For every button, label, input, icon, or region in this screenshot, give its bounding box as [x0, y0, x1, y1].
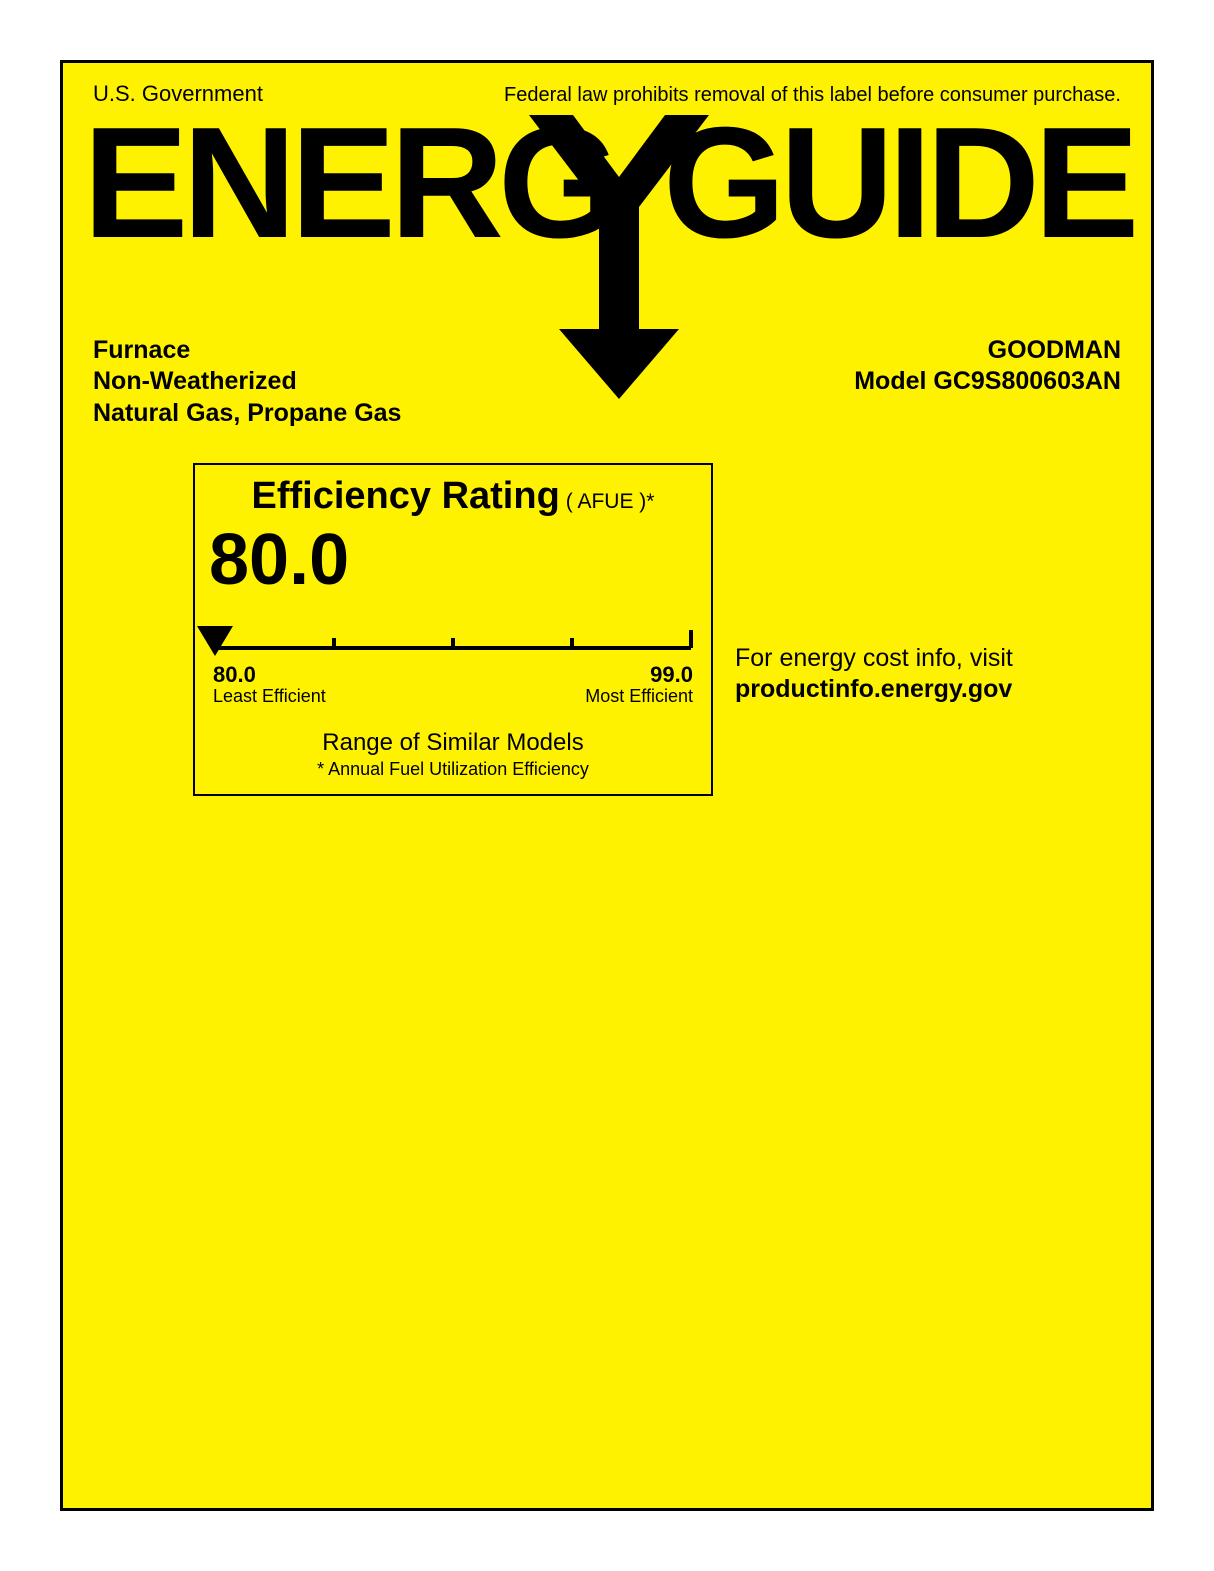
energy-guide-label: U.S. Government Federal law prohibits re… [60, 60, 1154, 1511]
afue-footnote: * Annual Fuel Utilization Efficiency [213, 759, 693, 780]
energy-cost-info: For energy cost info, visit productinfo.… [735, 643, 1013, 706]
law-text: Federal law prohibits removal of this la… [504, 84, 1121, 107]
scale-max-desc: Most Efficient [585, 686, 693, 707]
svg-text:GUIDE: GUIDE [663, 107, 1134, 271]
rating-title-row: Efficiency Rating ( AFUE )* [213, 475, 693, 518]
scale-max-value: 99.0 [650, 662, 693, 688]
efficiency-rating-box: Efficiency Rating ( AFUE )* 80.0 80.0 99… [193, 463, 713, 796]
rating-title: Efficiency Rating [252, 475, 560, 518]
rating-value: 80.0 [209, 524, 693, 596]
gov-text: U.S. Government [93, 81, 263, 107]
scale-min-value: 80.0 [213, 662, 256, 688]
energyguide-logo: ENERG GUIDE [93, 111, 1121, 341]
rating-subtitle: ( AFUE )* [566, 490, 655, 514]
rating-pointer-icon [197, 626, 233, 656]
scale-min-desc: Least Efficient [213, 686, 326, 707]
header-row: U.S. Government Federal law prohibits re… [93, 81, 1121, 107]
energy-cost-url: productinfo.energy.gov [735, 674, 1013, 705]
scale-value-labels: 80.0 99.0 [213, 662, 693, 688]
rating-scale: 80.0 99.0 Least Efficient Most Efficient [213, 630, 693, 707]
range-text: Range of Similar Models [213, 729, 693, 757]
energyguide-logo-svg: ENERG GUIDE [83, 107, 1143, 417]
energy-cost-line1: For energy cost info, visit [735, 643, 1013, 674]
rating-scale-axis [213, 630, 693, 660]
svg-text:ENERG: ENERG [83, 107, 615, 271]
rating-row: Efficiency Rating ( AFUE )* 80.0 80.0 99… [193, 463, 1121, 796]
scale-desc-labels: Least Efficient Most Efficient [213, 686, 693, 707]
